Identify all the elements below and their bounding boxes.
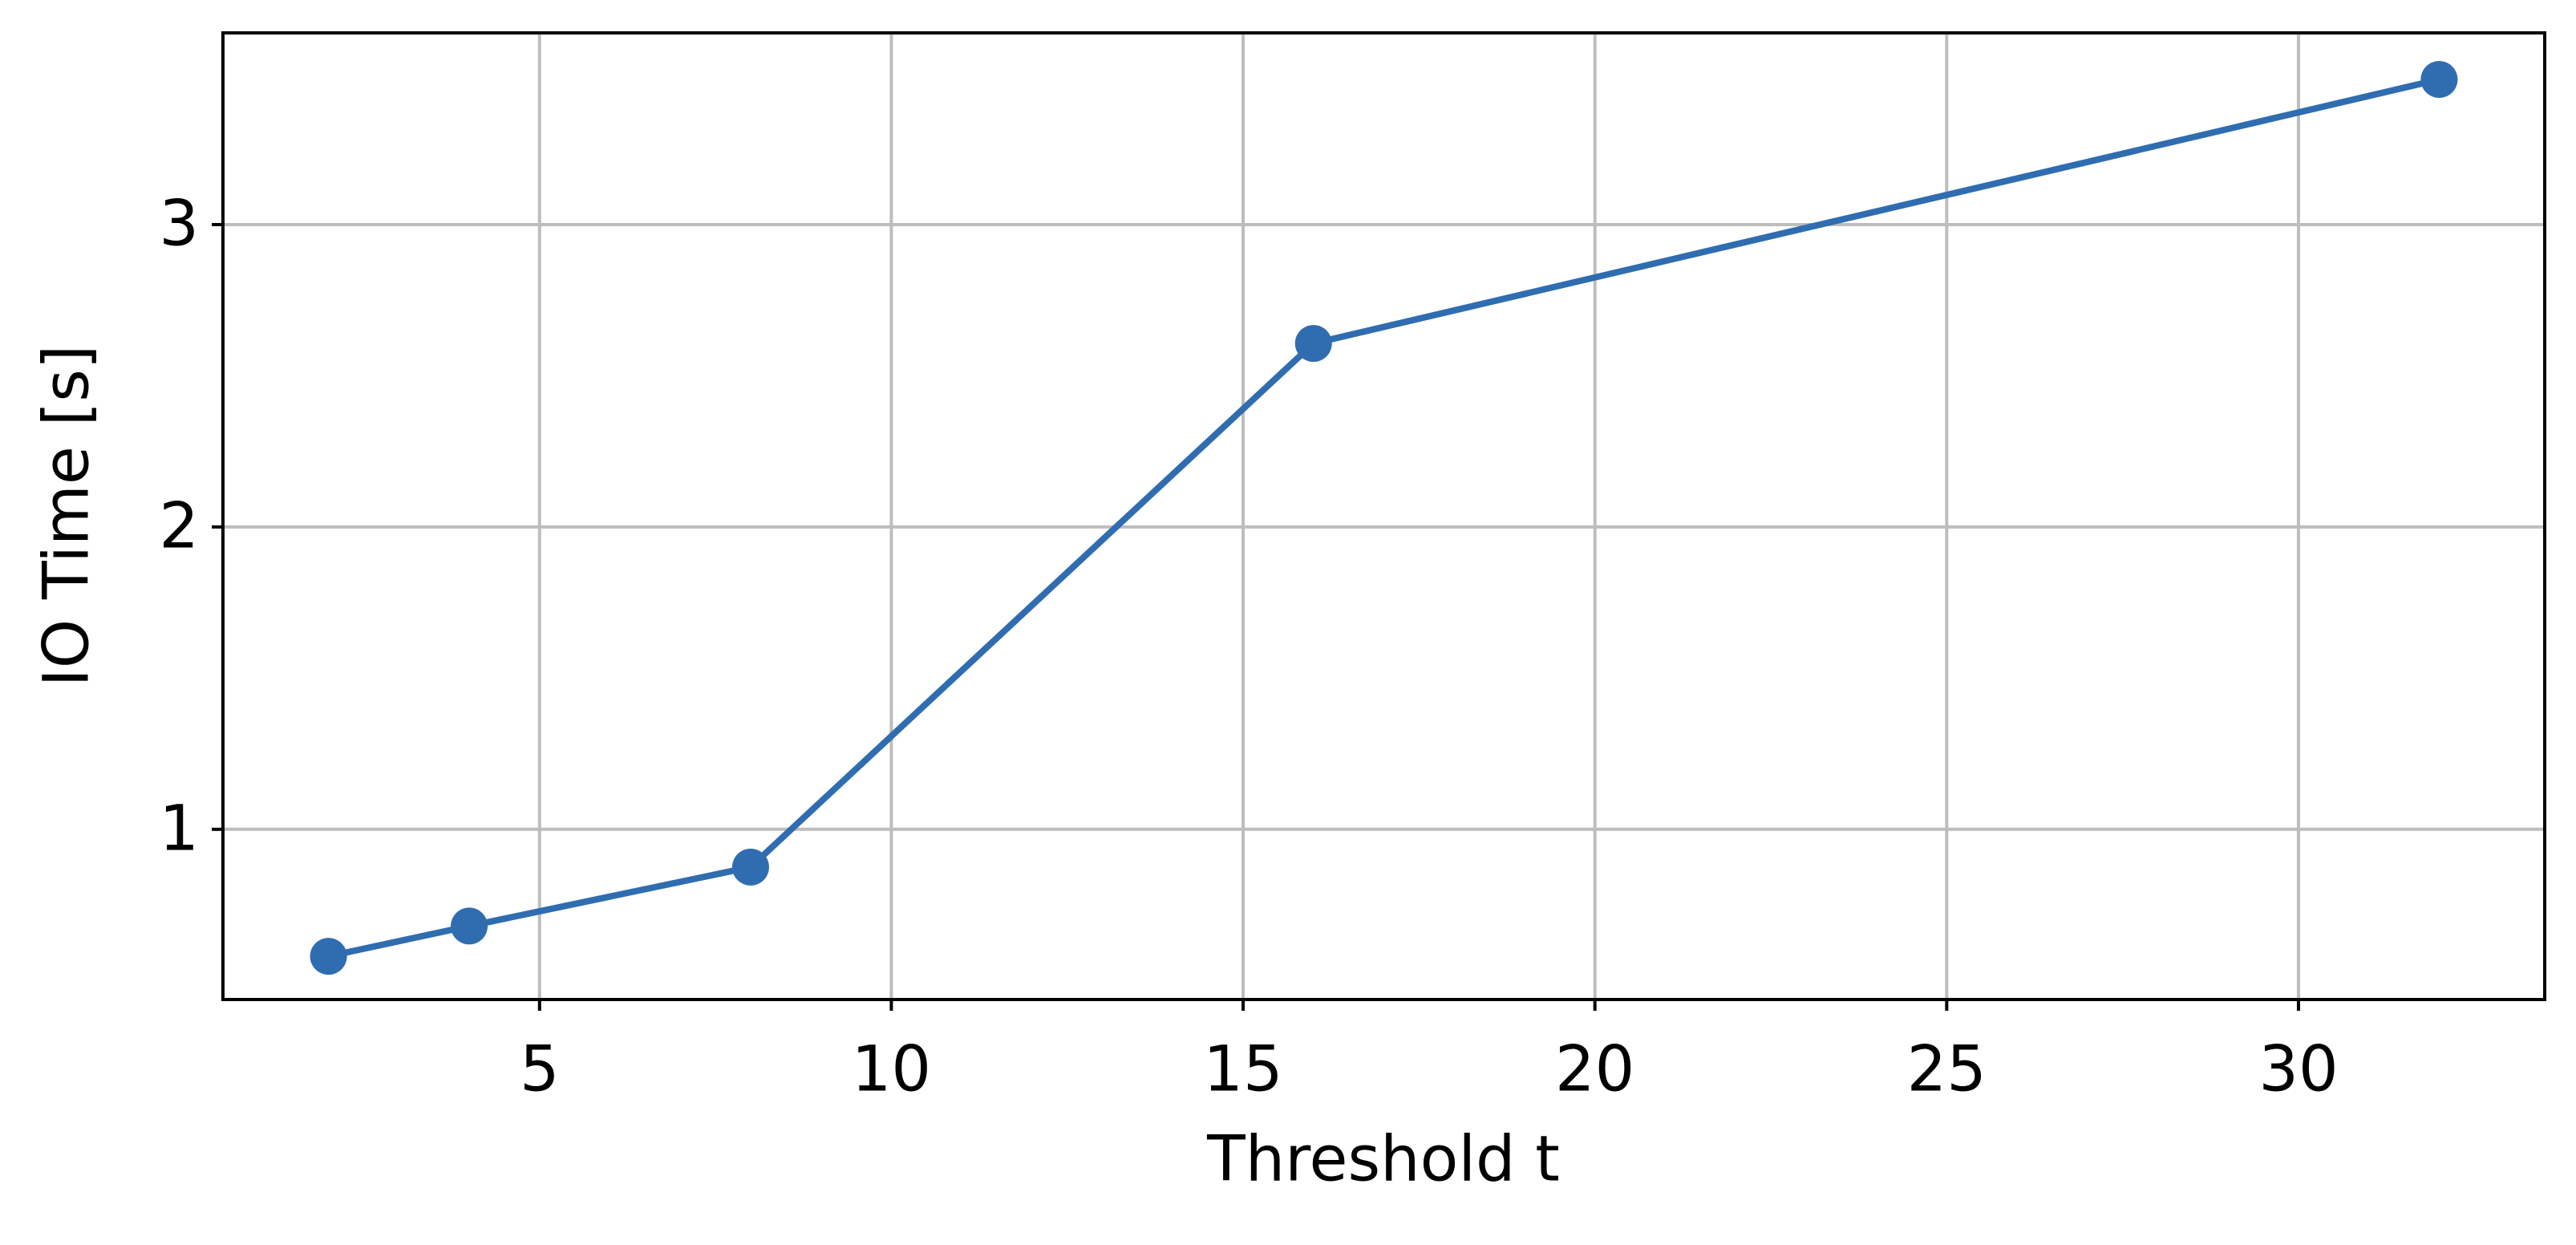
data-point [2420,61,2458,99]
data-point [451,907,488,945]
y-tick-label: 1 [159,793,199,865]
x-tick-label: 5 [520,1033,560,1105]
x-tick-label: 30 [2258,1033,2338,1105]
x-tick-label: 10 [852,1033,931,1105]
data-point [1294,325,1332,363]
y-tick-label: 3 [159,188,199,260]
x-axis-label: Threshold t [1206,1123,1560,1195]
data-point [310,938,347,975]
y-tick-label: 2 [159,490,199,562]
data-point [731,848,769,886]
y-axis-label: IO Time [s] [30,345,103,687]
x-tick-label: 20 [1555,1033,1634,1105]
plot-area [310,61,2458,975]
x-tick-label: 15 [1203,1033,1282,1105]
axes-frame [221,31,2546,1001]
grid [223,33,2545,1000]
x-tick-label: 25 [1907,1033,1987,1105]
